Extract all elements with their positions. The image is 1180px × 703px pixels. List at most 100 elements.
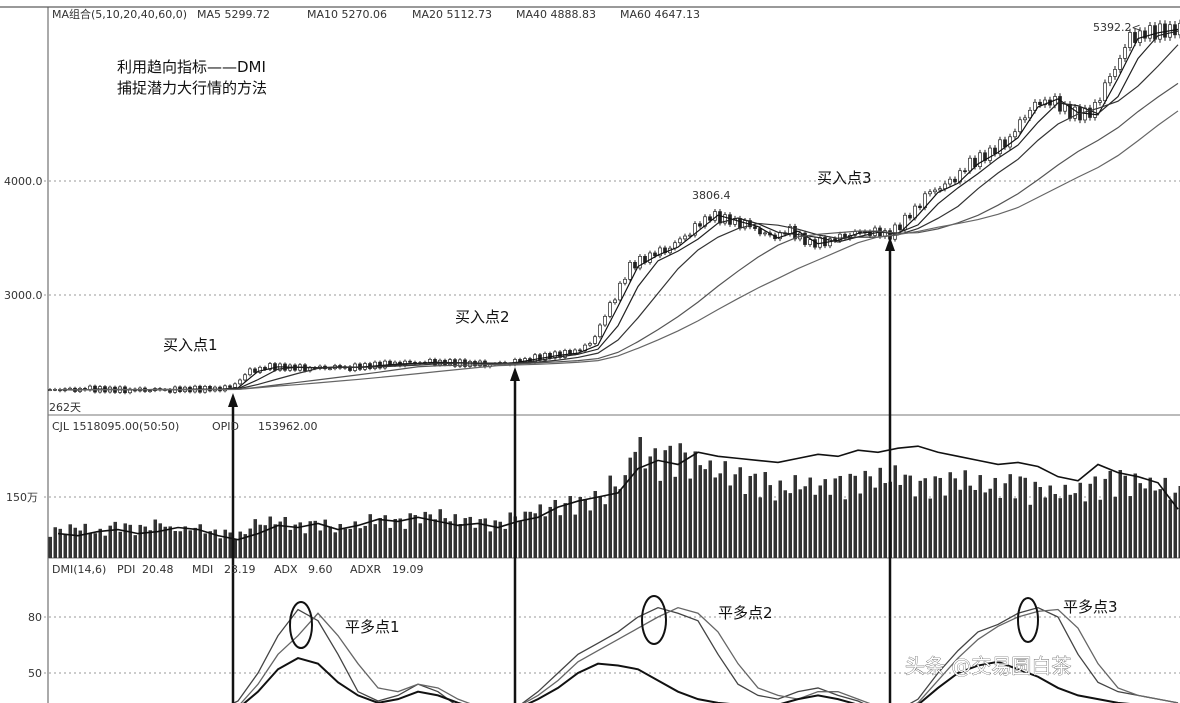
volume-bar [688, 478, 692, 558]
volume-bar [663, 450, 667, 558]
candle-body [963, 170, 967, 173]
volume-bar [1113, 496, 1117, 558]
candle-body [1063, 103, 1067, 112]
exit-point-2-circle [641, 595, 667, 645]
volume-bar [403, 528, 407, 558]
volume-bar [968, 485, 972, 558]
volume-bar [788, 493, 792, 558]
volume-bar [643, 468, 647, 558]
volume-bar [98, 528, 102, 558]
volume-bar [1168, 499, 1172, 558]
candle-body [938, 188, 942, 191]
candle-body [248, 368, 252, 376]
ma-line-1 [57, 30, 1179, 391]
candle-body [1008, 136, 1012, 148]
volume-bar [758, 497, 762, 558]
volume-bar [1073, 493, 1077, 558]
volume-bar [603, 504, 607, 558]
volume-bar [1043, 497, 1047, 558]
watermark: 头条 @交易圆白茶 [905, 654, 1071, 678]
volume-bar [838, 475, 842, 558]
volume-bar [533, 513, 537, 558]
candle-body [968, 157, 972, 172]
candle-body [258, 366, 262, 373]
buy-point-3-label: 买入点3 [817, 169, 872, 187]
volume-bar [1088, 483, 1092, 558]
volume-bar [1148, 477, 1152, 558]
volume-bar [318, 530, 322, 558]
volume-bar [828, 494, 832, 558]
volume-bar [478, 519, 482, 558]
volume-bar [193, 527, 197, 558]
volume-bar [833, 478, 837, 558]
volume-bar [718, 473, 722, 558]
ma60-value: MA60 4647.13 [620, 8, 700, 21]
volume-bar [778, 480, 782, 558]
volume-bar [1153, 490, 1157, 558]
volume-bar [723, 461, 727, 558]
volume-bar [58, 528, 62, 558]
volume-bar [598, 496, 602, 558]
y-tick-80: 80 [28, 611, 42, 624]
volume-bar [973, 489, 977, 558]
volume-bar [928, 498, 932, 558]
candle-body [803, 232, 807, 245]
volume-bar [963, 470, 967, 558]
volume-bar [618, 489, 622, 558]
candle-body [838, 233, 842, 242]
volume-bar [123, 523, 127, 558]
candle-body [1123, 47, 1127, 59]
volume-bar [923, 478, 927, 558]
candle-body [243, 374, 247, 381]
candle-body [1028, 109, 1032, 119]
dmi-line-0 [232, 606, 1179, 703]
candle-body [148, 390, 152, 393]
volume-bar [1093, 476, 1097, 558]
volume-bar [988, 488, 992, 558]
high-3806-label: 3806.4 [692, 189, 731, 202]
volume-bar [993, 477, 997, 558]
candle-body [708, 216, 712, 221]
candle-body [948, 178, 952, 185]
candle-body [468, 361, 472, 367]
candle-body [978, 152, 982, 168]
volume-bar [333, 532, 337, 558]
volume-bar [698, 465, 702, 558]
volume-bar [423, 511, 427, 558]
exit-point-3-label: 平多点3 [1063, 598, 1118, 616]
opid-value: 153962.00 [258, 420, 318, 433]
adxr-value: 19.09 [392, 563, 424, 576]
volume-bar [578, 496, 582, 558]
volume-bar [518, 521, 522, 558]
volume-bar [88, 533, 92, 558]
candle-body [578, 349, 582, 352]
candle-body [68, 387, 72, 390]
volume-bar [948, 472, 952, 558]
mdi-label: MDI [192, 563, 213, 576]
candle-body [1098, 100, 1102, 103]
volume-bar [398, 518, 402, 558]
pdi-label: PDI [117, 563, 135, 576]
volume-bar [273, 524, 277, 558]
volume-bar [268, 516, 272, 558]
volume-bar [813, 494, 817, 558]
volume-bar [638, 437, 642, 558]
volume-bar [693, 451, 697, 558]
volume-bar [328, 526, 332, 558]
candle-body [753, 226, 757, 229]
volume-bar [623, 475, 627, 558]
volume-bar [703, 469, 707, 558]
volume-bar [653, 448, 657, 558]
volume-bar [253, 519, 257, 558]
volume-bar [448, 521, 452, 558]
candle-body [738, 218, 742, 229]
volume-bar [163, 526, 167, 558]
volume-bar [563, 503, 567, 558]
volume-bar [1013, 498, 1017, 558]
volume-bar [218, 538, 222, 558]
volume-bar [378, 517, 382, 558]
candle-body [658, 247, 662, 257]
candle-body [633, 262, 637, 269]
volume-bar [1048, 485, 1052, 558]
volume-bar [283, 516, 287, 558]
